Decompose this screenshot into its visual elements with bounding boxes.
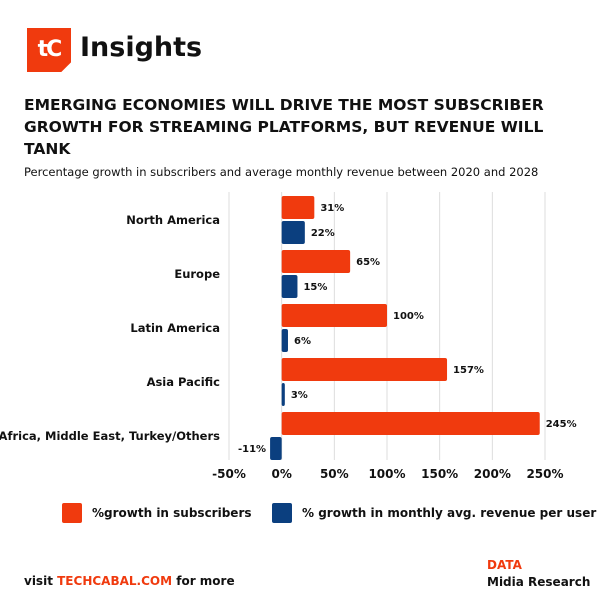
data-source: DATA Midia Research (487, 557, 590, 591)
data-label: 15% (303, 282, 327, 293)
headline: EMERGING ECONOMIES WILL DRIVE THE MOST S… (24, 96, 544, 158)
legend-swatch-revenue (272, 503, 292, 523)
techcabal-logo: tC (27, 28, 71, 72)
bar-subscribers (281, 412, 540, 435)
data-label: 6% (294, 336, 311, 347)
legend-item-revenue: % growth in monthly avg. revenue per use… (272, 503, 596, 523)
legend-label: % growth in monthly avg. revenue per use… (302, 506, 597, 520)
category-label: Asia Pacific (147, 375, 221, 389)
source-name: Midia Research (487, 575, 591, 589)
legend-label: %growth in subscribers (92, 506, 252, 520)
bar-revenue (281, 383, 285, 406)
legend-swatch-subscribers (62, 503, 82, 523)
data-label: 245% (546, 419, 577, 430)
bar-revenue (281, 329, 288, 352)
visit-suffix: for more (176, 574, 235, 588)
bar-subscribers (281, 304, 387, 327)
visit-prefix: visit (24, 574, 53, 588)
data-label: 22% (311, 228, 335, 239)
x-tick-label: 0% (271, 467, 291, 481)
category-label: North America (126, 213, 220, 227)
bar-subscribers (281, 358, 448, 381)
x-tick-label: 100% (368, 467, 405, 481)
bar-subscribers (281, 250, 351, 273)
x-tick-label: -50% (212, 467, 246, 481)
chart-title: Percentage growth in subscribers and ave… (24, 165, 539, 179)
category-label: Latin America (130, 321, 220, 335)
data-label: 31% (320, 203, 344, 214)
x-tick-label: 150% (421, 467, 458, 481)
category-label: Europe (174, 267, 220, 281)
x-tick-label: 250% (526, 467, 563, 481)
data-label: 65% (356, 257, 380, 268)
bar-revenue (281, 275, 298, 298)
data-label: 3% (291, 390, 308, 401)
legend-item-subscribers: %growth in subscribers (62, 503, 252, 523)
data-label: DATA (487, 558, 522, 572)
x-tick-label: 50% (320, 467, 349, 481)
bar-subscribers (281, 196, 315, 219)
data-label: 100% (393, 311, 424, 322)
footer-visit: visit TECHCABAL.COM for more (24, 574, 235, 588)
bar-revenue (281, 221, 305, 244)
bar-revenue (270, 437, 282, 460)
data-label: -11% (238, 444, 266, 455)
data-label: 157% (453, 365, 484, 376)
brand-name: Insights (80, 32, 203, 63)
website-link[interactable]: TECHCABAL.COM (57, 574, 173, 588)
x-tick-label: 200% (474, 467, 511, 481)
category-label: Africa, Middle East, Turkey/Others (0, 429, 220, 443)
